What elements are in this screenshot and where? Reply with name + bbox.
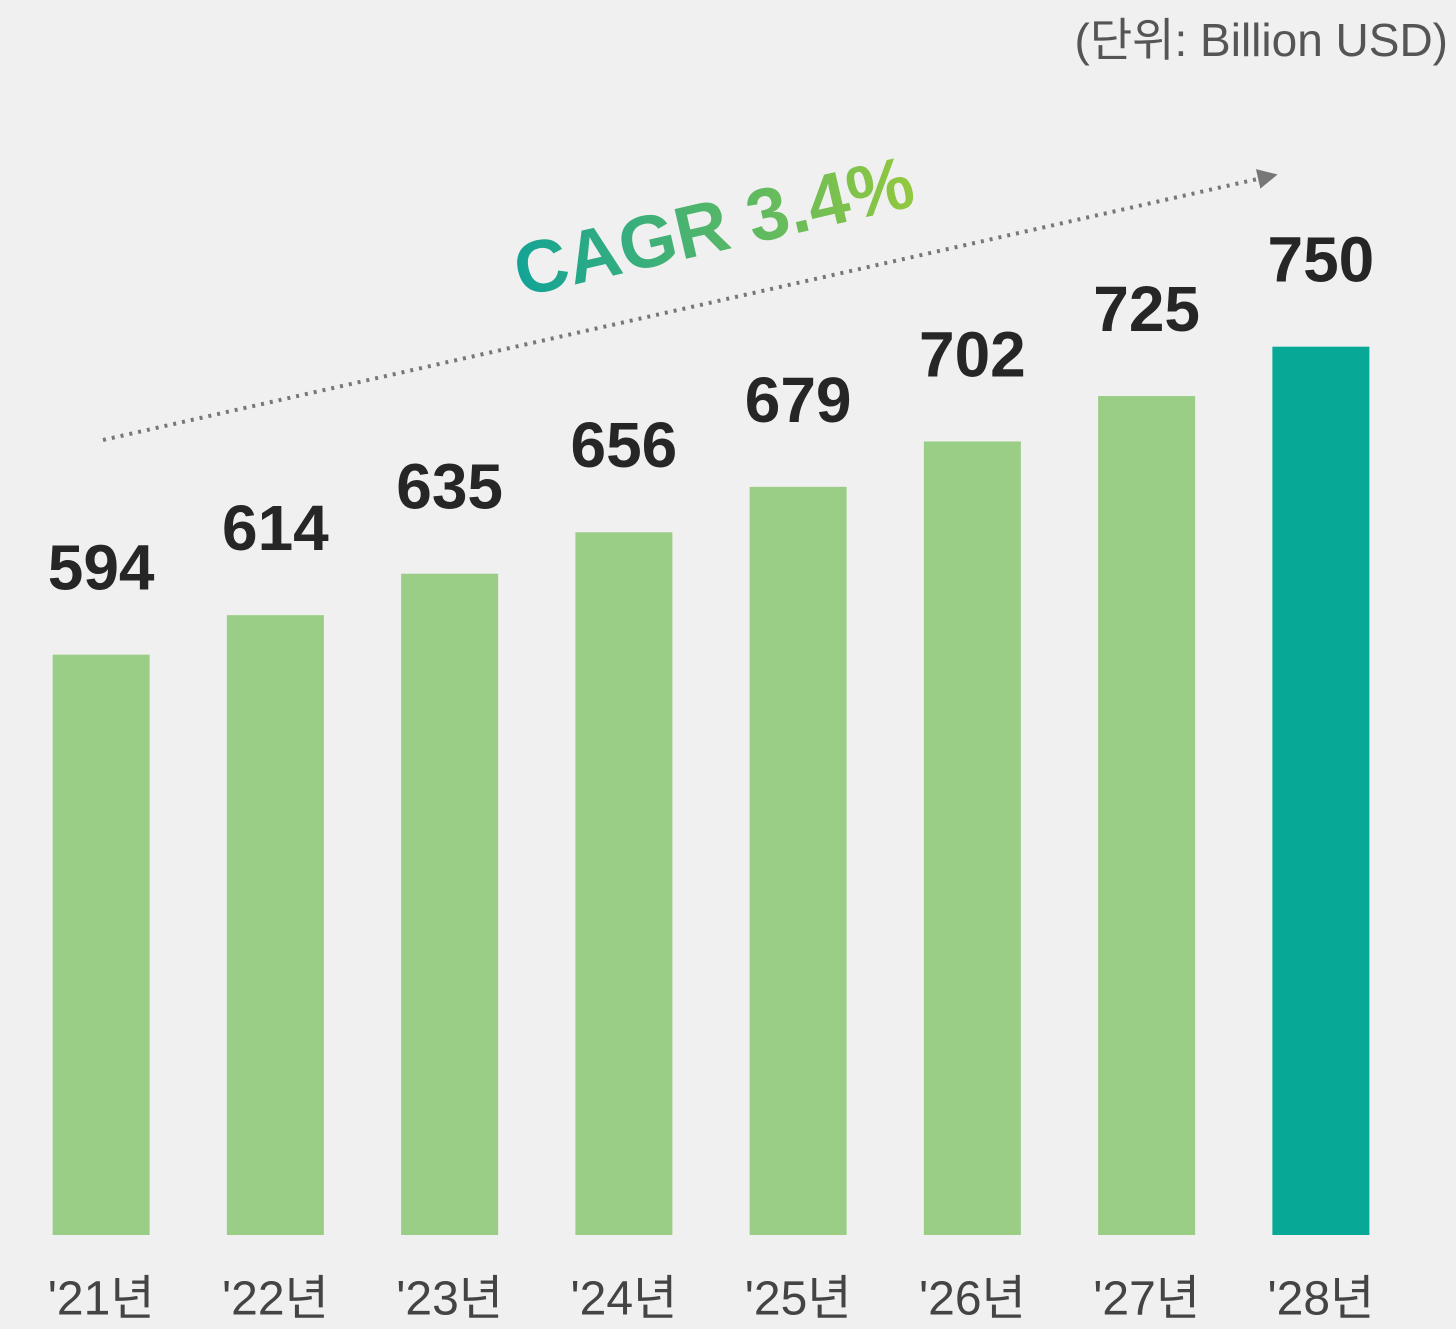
bar <box>923 441 1021 1235</box>
x-tick-label: '26년 <box>919 1273 1026 1326</box>
x-tick-label: '24년 <box>571 1273 678 1326</box>
unit-label: (단위: Billion USD) <box>1075 14 1448 66</box>
value-label: 750 <box>1267 224 1374 296</box>
x-tick-label: '27년 <box>1093 1273 1200 1326</box>
x-tick-label: '23년 <box>396 1273 503 1326</box>
bar <box>575 532 673 1235</box>
bar <box>401 573 499 1235</box>
bar <box>52 654 150 1235</box>
value-label: 702 <box>919 318 1026 390</box>
x-tick-label: '25년 <box>745 1273 852 1326</box>
bar <box>226 615 324 1235</box>
value-label: 656 <box>570 409 677 481</box>
x-tick-label: '21년 <box>48 1273 155 1326</box>
cagr-annotation: CAGR 3.4% <box>506 140 921 312</box>
value-label: 594 <box>48 532 155 604</box>
bar <box>1272 346 1370 1235</box>
value-label: 635 <box>396 451 503 523</box>
x-tick-label: '28년 <box>1268 1273 1375 1326</box>
bar <box>749 486 847 1235</box>
value-label: 679 <box>745 364 852 436</box>
x-tick-label: '22년 <box>222 1273 329 1326</box>
trend-arrow <box>102 169 1278 442</box>
value-label: 614 <box>222 492 329 564</box>
value-label: 725 <box>1093 273 1200 345</box>
bar <box>1098 396 1196 1235</box>
